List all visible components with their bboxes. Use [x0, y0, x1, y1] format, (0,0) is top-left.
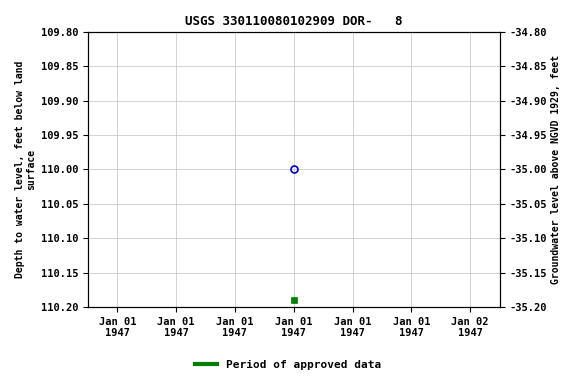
Legend: Period of approved data: Period of approved data	[191, 356, 385, 375]
Y-axis label: Groundwater level above NGVD 1929, feet: Groundwater level above NGVD 1929, feet	[551, 55, 561, 284]
Title: USGS 330110080102909 DOR-   8: USGS 330110080102909 DOR- 8	[185, 15, 403, 28]
Y-axis label: Depth to water level, feet below land
surface: Depth to water level, feet below land su…	[15, 61, 37, 278]
